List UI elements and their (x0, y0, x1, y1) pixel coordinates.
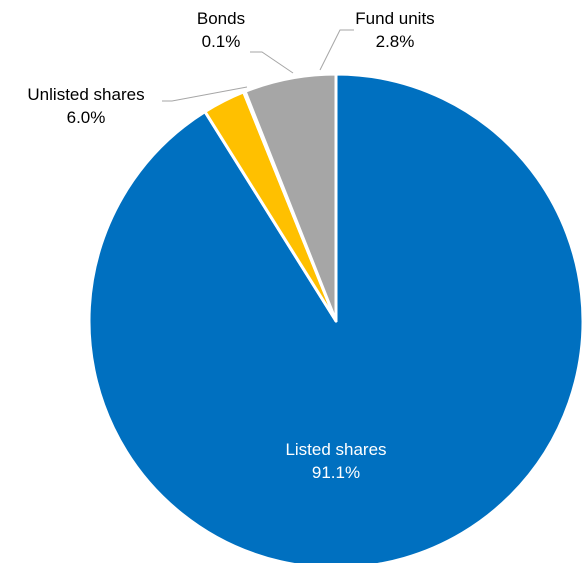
slice-label-listed-shares: Listed shares (285, 440, 386, 459)
pie-slices (87, 72, 583, 568)
leader-line-fund-units (319, 29, 354, 71)
slice-value-listed-shares: 91.1% (312, 463, 360, 482)
slice-value-unlisted-shares: 6.0% (67, 108, 106, 127)
slice-label-fund-units: Fund units (355, 9, 434, 28)
leader-line-bonds (250, 51, 294, 74)
slice-value-fund-units: 2.8% (376, 32, 415, 51)
slice-label-unlisted-shares: Unlisted shares (27, 85, 144, 104)
pie-slice-unlisted-shares (243, 72, 338, 323)
slice-label-bonds: Bonds (197, 9, 245, 28)
leader-line-unlisted-shares (162, 86, 248, 102)
slice-labels: Listed shares 91.1% Fund units 2.8% Bonds 0.1… (27, 9, 434, 482)
leader-lines (162, 29, 354, 102)
slice-value-bonds: 0.1% (202, 32, 241, 51)
